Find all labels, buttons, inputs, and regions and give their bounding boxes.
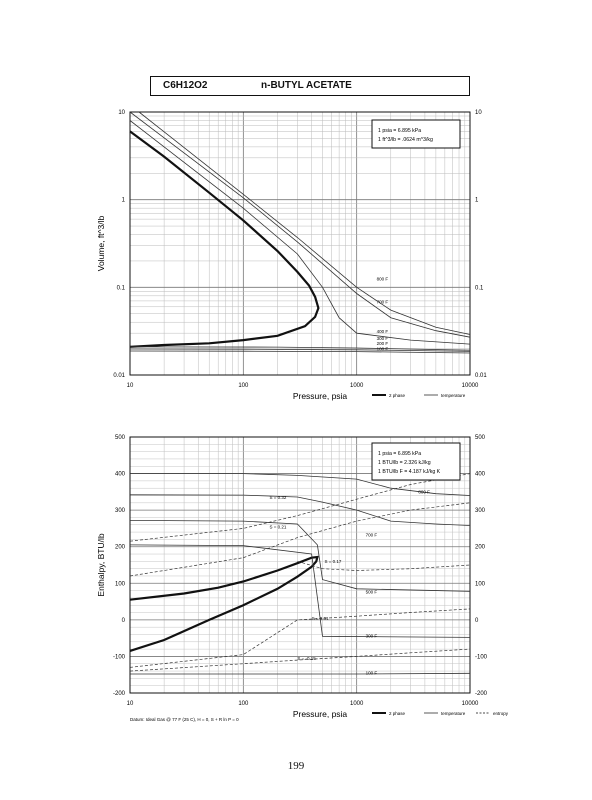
y-tick-label-left: 100 xyxy=(115,581,126,587)
curve-label: S = 0.21 xyxy=(269,524,286,529)
y-tick-label-left: 500 xyxy=(115,435,126,441)
y-tick-label-left: -100 xyxy=(113,654,126,660)
y-tick-label-right: 0.1 xyxy=(475,285,484,291)
curve-label: 100 F xyxy=(366,671,378,676)
enthalpy-pressure-chart: 10 100 1000 100005004003002001000-100-20050… xyxy=(96,435,509,722)
y-tick-label-left: 400 xyxy=(115,472,126,478)
y-tick-label-right: 0 xyxy=(475,618,479,624)
y-tick-label-right: 10 xyxy=(475,110,482,116)
temperature-line xyxy=(130,473,471,496)
y-tick-label-right: 500 xyxy=(475,435,486,441)
curve-label: 700 F xyxy=(366,532,378,537)
entropy-line xyxy=(129,648,471,672)
entropy-line xyxy=(297,560,471,571)
temperature-line xyxy=(129,111,471,338)
x-axis-label: Pressure, psia xyxy=(293,709,348,719)
y-tick-label-left: 0.1 xyxy=(117,285,126,291)
conversion-box xyxy=(371,119,461,149)
curve-label: 800 F xyxy=(418,490,430,495)
x-tick-label: 10000 xyxy=(462,701,479,707)
title-box: C6H12O2 n-BUTYL ACETATE xyxy=(150,76,470,96)
entropy-line xyxy=(129,502,471,577)
conversion-text: 1 BTU/lb = 2.326 kJ/kg xyxy=(378,460,431,466)
y-tick-label-right: 300 xyxy=(475,508,486,514)
conversion-text: 1 psia = 6.895 kPa xyxy=(378,128,421,134)
x-tick-label: 1000 xyxy=(350,701,364,707)
curve-label: S = 0.17 xyxy=(324,559,341,564)
y-axis-label: Enthalpy, BTU/lb xyxy=(96,533,106,596)
conversion-text: 1 psia = 6.895 kPa xyxy=(378,451,421,457)
curve-label: 300 F xyxy=(377,336,389,341)
page-number: 199 xyxy=(287,760,305,772)
temperature-line xyxy=(129,346,471,351)
curve-label: 500 F xyxy=(366,590,378,595)
conversion-text: 1 ft^3/lb = .0624 m^3/kg xyxy=(378,137,433,143)
two-phase-curve xyxy=(129,130,320,348)
two-phase-curve xyxy=(129,555,319,652)
y-tick-label-right: 1 xyxy=(475,198,479,204)
x-tick-label: 10 xyxy=(127,701,134,707)
datum-footnote: Datum: Ideal Gas @ 77 F (25 C), H = 0, S… xyxy=(130,717,239,722)
legend-label: temperature xyxy=(441,393,466,398)
entropy-line xyxy=(129,473,471,542)
curve-label: S = -0.15 xyxy=(297,656,316,661)
curve-label: 100 F xyxy=(377,347,389,352)
temperature-line xyxy=(129,494,471,526)
y-tick-label-right: 0.01 xyxy=(475,373,487,379)
plot-frame xyxy=(129,111,471,376)
y-tick-label-right: 200 xyxy=(475,545,486,551)
x-tick-label: 1000 xyxy=(350,383,364,389)
x-tick-label: 100 xyxy=(238,701,249,707)
y-tick-label-left: 300 xyxy=(115,508,126,514)
curve-label: 800 F xyxy=(377,276,389,281)
plot-frame xyxy=(129,436,471,694)
y-tick-label-left: -200 xyxy=(113,691,126,697)
temperature-line xyxy=(129,350,471,354)
y-tick-label-left: 0 xyxy=(122,618,126,624)
x-axis-label: Pressure, psia xyxy=(293,391,348,401)
y-tick-label-right: -200 xyxy=(475,691,488,697)
temperature-line xyxy=(129,120,471,345)
y-tick-label-right: -100 xyxy=(475,654,488,660)
temperature-line xyxy=(129,348,471,352)
conversion-box xyxy=(371,442,461,481)
x-tick-label: 10 xyxy=(127,383,134,389)
y-tick-label-left: 0.01 xyxy=(113,373,125,379)
formula-label: C6H12O2 xyxy=(163,80,208,91)
y-axis-label: Volume, ft^3/lb xyxy=(96,215,106,271)
legend-label: entropy xyxy=(493,711,509,716)
x-tick-label: 10000 xyxy=(462,383,479,389)
y-tick-label-right: 100 xyxy=(475,581,486,587)
conversion-text: 1 BTU/lb F = 4.187 kJ/kg K xyxy=(378,469,441,475)
y-tick-label-left: 10 xyxy=(118,110,125,116)
temperature-line xyxy=(130,672,471,675)
compound-name: n-BUTYL ACETATE xyxy=(261,80,352,91)
x-tick-label: 100 xyxy=(238,383,249,389)
curve-label: 200 F xyxy=(377,341,389,346)
curve-label: S = 0.32 xyxy=(269,495,286,500)
legend-label: 2 phase xyxy=(389,711,406,716)
curve-label: 700 F xyxy=(377,300,389,305)
curve-label: 300 F xyxy=(366,633,378,638)
temperature-line xyxy=(138,111,471,335)
temperature-line xyxy=(129,520,471,592)
curve-label: S = 0.01 xyxy=(312,616,329,621)
legend-label: 2 phase xyxy=(389,393,406,398)
temperature-line xyxy=(129,544,471,638)
y-tick-label-right: 400 xyxy=(475,472,486,478)
curve-label: 400 F xyxy=(377,329,389,334)
y-tick-label-left: 200 xyxy=(115,545,126,551)
y-tick-label-left: 1 xyxy=(122,198,126,204)
entropy-line xyxy=(129,608,471,668)
legend-label: temperature xyxy=(441,711,466,716)
